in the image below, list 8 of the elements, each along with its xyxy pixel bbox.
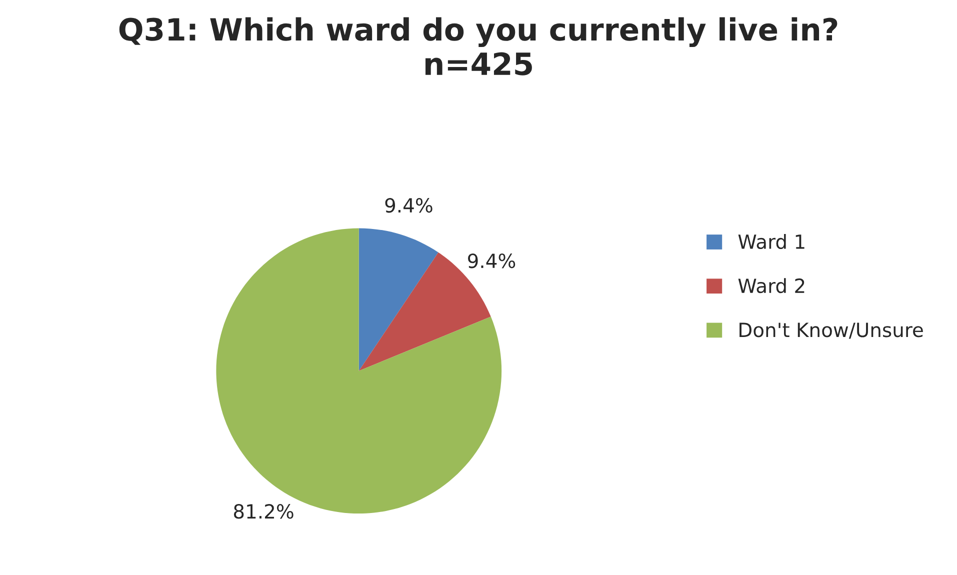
pie-slice (358, 228, 438, 371)
data-label: 9.4% (385, 198, 432, 213)
legend-label: Don't Know/Unsure (740, 322, 923, 339)
data-label: 9.4% (468, 254, 516, 268)
legend-label: Ward 1 (738, 234, 804, 250)
data-label: 81.2% (234, 504, 294, 519)
chart-title: Q31: Which ward do you currently live in? n=425 (119, 17, 838, 76)
legend-label: Ward 2 (738, 278, 804, 294)
